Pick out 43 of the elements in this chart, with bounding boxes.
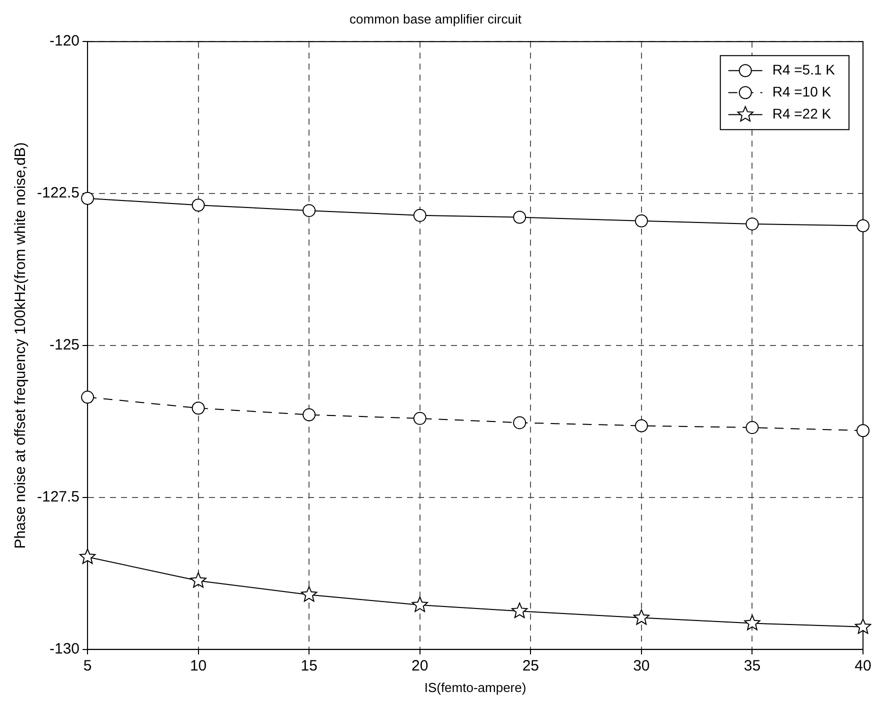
point — [634, 419, 648, 432]
point — [854, 618, 872, 634]
point — [79, 548, 96, 564]
point — [412, 596, 428, 612]
point — [192, 198, 205, 212]
y-tick-label: -127.5 — [36, 488, 80, 506]
point — [190, 572, 206, 588]
point — [633, 609, 650, 625]
point — [746, 421, 759, 434]
point — [634, 214, 648, 228]
x-tick-label: 10 — [190, 658, 207, 675]
x-axis-title: IS(femto-ampere) — [424, 680, 526, 695]
x-tick-label: 20 — [412, 658, 428, 675]
point — [302, 408, 316, 422]
x-tick-label: 5 — [83, 658, 92, 675]
point — [81, 192, 94, 205]
point — [744, 614, 760, 630]
point — [413, 208, 426, 222]
y-tick-label: -120 — [50, 32, 80, 50]
point — [192, 402, 205, 415]
y-tick-label: -130 — [50, 640, 80, 658]
x-tick-label: 35 — [744, 658, 761, 675]
point — [413, 412, 426, 425]
x-tick-label: 30 — [633, 658, 650, 675]
y-axis-title: Phase noise at offset frequency 100kHz(from white noise,dB) — [12, 142, 30, 549]
point — [856, 219, 870, 232]
legend-label: R4 =5.1 K — [772, 61, 836, 78]
point — [856, 424, 870, 438]
legend-label: R4 =10 K — [772, 83, 832, 100]
y-tick-label: -125 — [50, 336, 80, 354]
point — [300, 586, 318, 602]
x-tick-label: 25 — [522, 658, 539, 675]
x-tick-label: 40 — [854, 658, 872, 675]
y-tick-label: -122.5 — [36, 184, 80, 202]
point — [513, 416, 526, 430]
point — [746, 217, 759, 230]
point — [513, 210, 526, 224]
point — [81, 390, 94, 404]
x-tick-label: 15 — [300, 658, 318, 675]
point — [302, 204, 316, 218]
chart-title: common base amplifier circuit — [350, 11, 522, 26]
point — [511, 602, 528, 618]
legend-label: R4 =22 K — [772, 105, 832, 122]
